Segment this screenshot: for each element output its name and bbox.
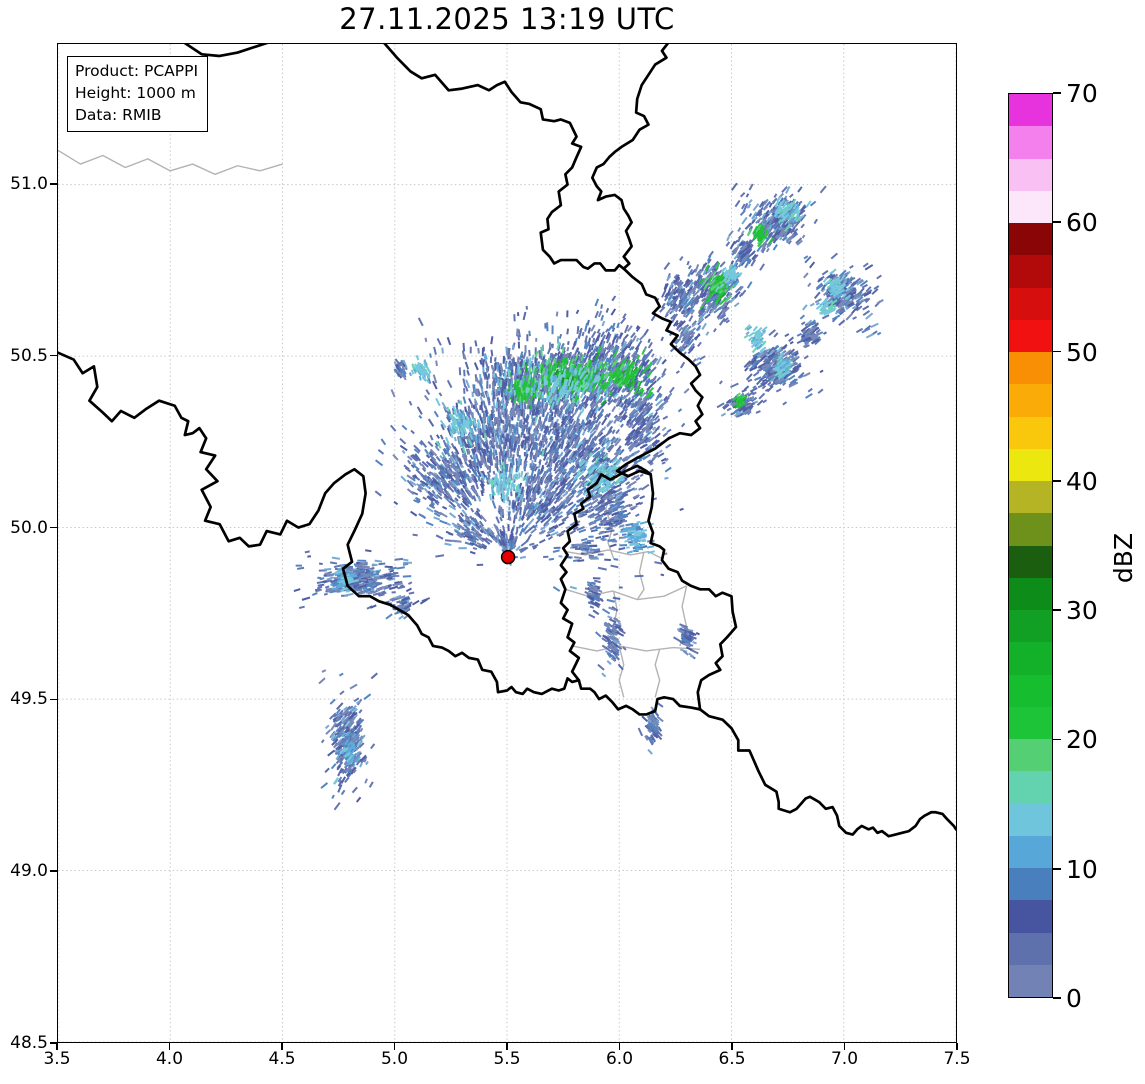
colorbar-tick-label: 30	[1066, 596, 1098, 626]
colorbar-tick-mark	[1053, 350, 1061, 353]
colorbar-segment	[1009, 739, 1052, 772]
colorbar-segment	[1009, 706, 1052, 739]
colorbar-tick-mark	[1053, 92, 1061, 94]
colorbar-segment	[1009, 545, 1052, 578]
x-tick-mark	[731, 1043, 733, 1050]
grid-lines	[58, 44, 956, 1042]
x-tick-label: 6.5	[718, 1049, 746, 1069]
colorbar-segment	[1009, 352, 1052, 385]
colorbar-segment	[1009, 868, 1052, 901]
colorbar-segment	[1009, 416, 1052, 449]
radar-site-marker	[500, 549, 516, 565]
colorbar-tick-label: 70	[1066, 79, 1098, 108]
x-tick-mark	[506, 1043, 508, 1050]
x-tick-mark	[618, 1043, 621, 1050]
colorbar-tick-label: 50	[1066, 337, 1098, 367]
x-tick-label: 4.0	[155, 1049, 184, 1069]
colorbar-tick-mark	[1053, 867, 1061, 870]
data-source-label: Data: RMIB	[75, 106, 162, 124]
map-plot-area: Product: PCAPPI Height: 1000 m Data: RMI…	[57, 43, 957, 1043]
colorbar-segment	[1009, 481, 1052, 514]
colorbar-segment	[1009, 126, 1052, 159]
colorbar-segment	[1009, 964, 1052, 997]
x-tick-mark	[956, 1043, 958, 1050]
y-tick-mark	[50, 526, 57, 529]
colorbar-segment	[1009, 577, 1052, 610]
y-tick-mark	[50, 354, 57, 357]
y-tick-mark	[50, 1042, 57, 1044]
colorbar-tick-label: 10	[1066, 854, 1098, 884]
x-tick-label: 6.0	[605, 1049, 634, 1069]
colorbar-tick-label: 40	[1066, 466, 1098, 496]
figure-title: 27.11.2025 13:19 UTC	[339, 2, 675, 36]
colorbar-tick-label: 0	[1066, 984, 1082, 1013]
colorbar-segment	[1009, 448, 1052, 481]
colorbar-tick-label: 20	[1066, 725, 1098, 755]
product-label: Product: PCAPPI	[75, 62, 199, 80]
radar-echoes	[293, 182, 884, 811]
country-borders	[58, 44, 956, 838]
colorbar-axis-label: dBZ	[1109, 532, 1138, 584]
x-tick-mark	[281, 1043, 283, 1050]
colorbar-segment	[1009, 223, 1052, 256]
colorbar	[1008, 93, 1053, 998]
product-info-box: Product: PCAPPI Height: 1000 m Data: RMI…	[67, 56, 209, 132]
y-tick-label: 50.5	[10, 345, 48, 366]
colorbar-tick-mark	[1053, 221, 1061, 224]
x-tick-mark	[56, 1043, 58, 1050]
x-tick-label: 4.5	[268, 1049, 296, 1069]
colorbar-segment	[1009, 94, 1052, 127]
y-tick-mark	[50, 870, 57, 872]
x-tick-mark	[843, 1043, 846, 1050]
y-tick-label: 48.5	[10, 1033, 48, 1053]
colorbar-segment	[1009, 158, 1052, 191]
colorbar-segment	[1009, 190, 1052, 223]
colorbar-segment	[1009, 610, 1052, 643]
colorbar-segment	[1009, 255, 1052, 288]
colorbar-segment	[1009, 835, 1052, 868]
y-tick-mark	[50, 698, 57, 701]
x-tick-label: 7.5	[943, 1049, 971, 1069]
colorbar-tick-mark	[1053, 738, 1061, 741]
y-tick-mark	[50, 183, 57, 185]
colorbar-tick-mark	[1053, 609, 1061, 611]
colorbar-segment	[1009, 771, 1052, 804]
colorbar-segment	[1009, 513, 1052, 546]
x-tick-label: 3.5	[43, 1049, 71, 1069]
y-tick-label: 51.0	[10, 173, 48, 194]
y-tick-label: 49.5	[10, 689, 48, 710]
height-label: Height: 1000 m	[75, 84, 196, 102]
x-tick-mark	[393, 1043, 396, 1050]
colorbar-segment	[1009, 932, 1052, 965]
x-tick-label: 7.0	[830, 1049, 859, 1069]
colorbar-segment	[1009, 674, 1052, 707]
colorbar-segment	[1009, 287, 1052, 320]
colorbar-segment	[1009, 642, 1052, 675]
x-tick-mark	[168, 1043, 171, 1050]
colorbar-tick-mark	[1053, 480, 1061, 482]
colorbar-tick-mark	[1053, 997, 1061, 999]
y-tick-label: 50.0	[10, 517, 48, 538]
x-tick-label: 5.0	[380, 1049, 409, 1069]
colorbar-tick-label: 60	[1066, 208, 1098, 238]
colorbar-segment	[1009, 900, 1052, 933]
colorbar-segment	[1009, 384, 1052, 417]
colorbar-segment	[1009, 319, 1052, 352]
colorbar-segment	[1009, 803, 1052, 836]
y-tick-label: 49.0	[10, 861, 48, 882]
x-tick-label: 5.5	[493, 1049, 521, 1069]
radar-map-svg	[58, 44, 956, 1042]
